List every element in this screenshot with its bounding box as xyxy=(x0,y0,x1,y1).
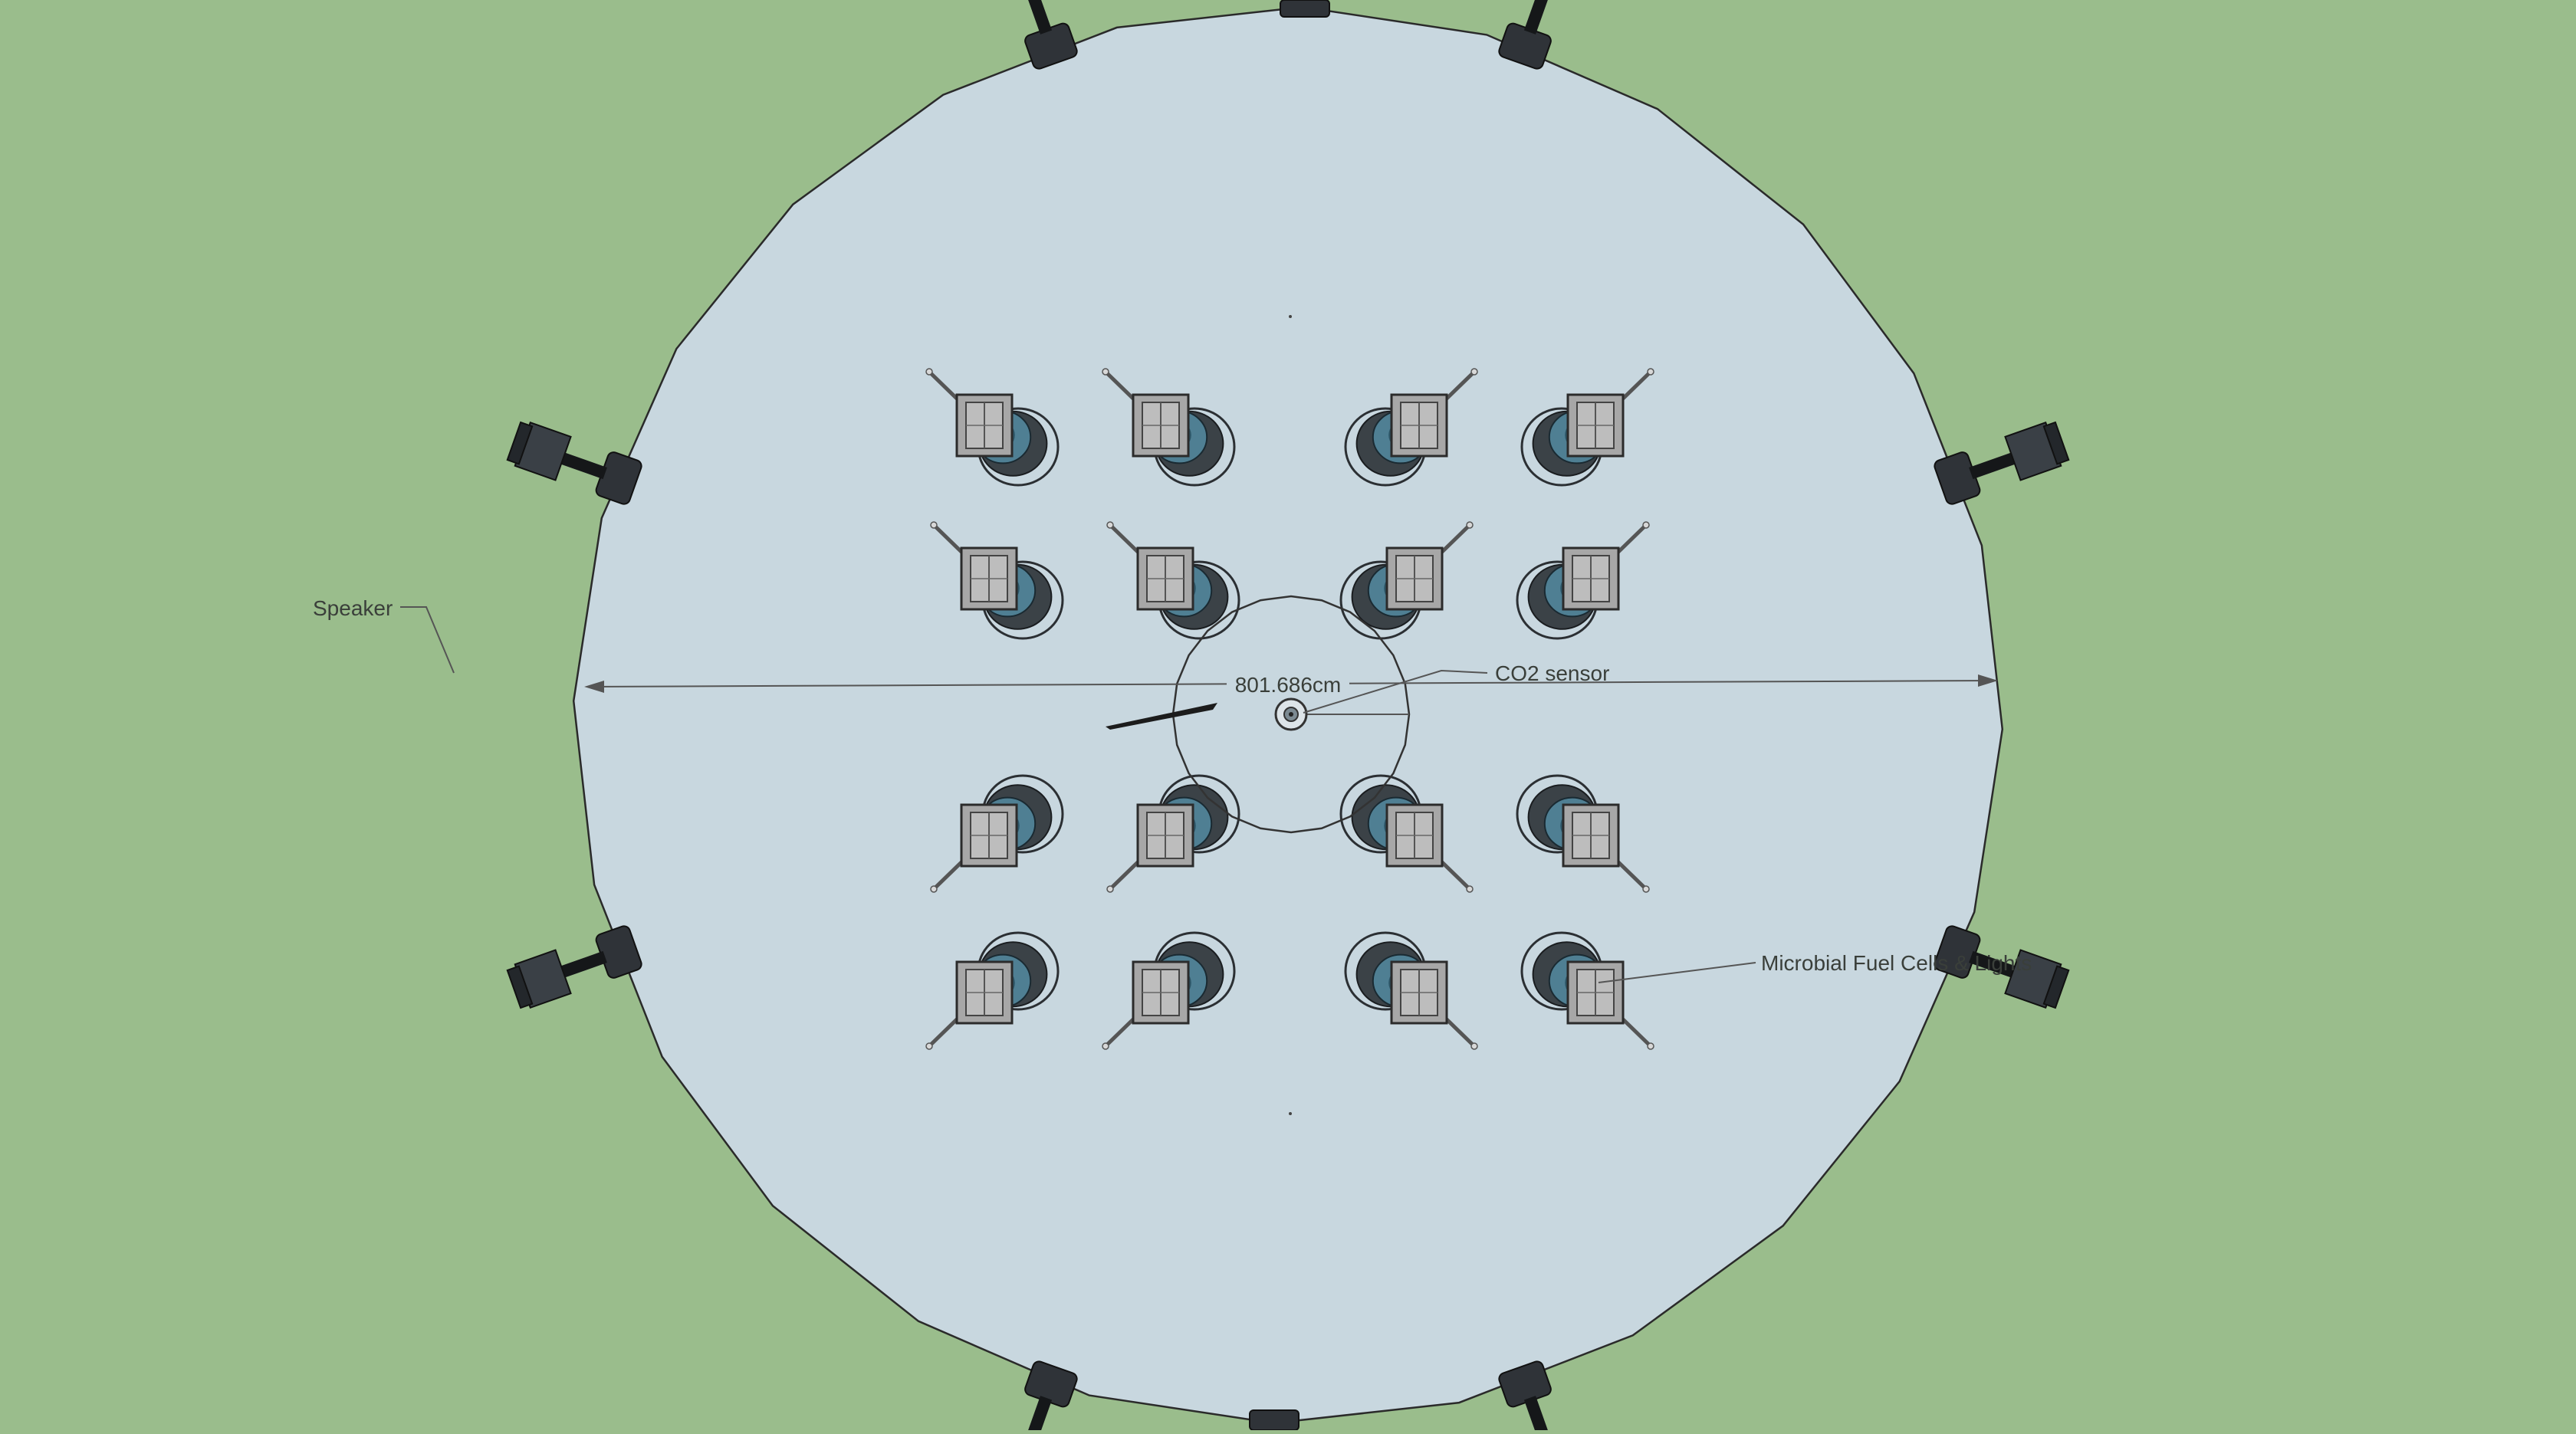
co2-sensor-dot xyxy=(1289,712,1293,717)
fuel-cell xyxy=(930,521,1064,640)
speaker-arm xyxy=(559,451,607,480)
light-tip xyxy=(1470,1042,1478,1050)
center-mark-bottom xyxy=(1289,1112,1292,1115)
dimension-arrow-left xyxy=(584,681,604,693)
fuel-cell xyxy=(925,931,1060,1050)
light-tip xyxy=(1642,521,1650,529)
fuel-cell xyxy=(925,368,1060,487)
microbial-fuel-cells xyxy=(925,368,1654,1050)
co2-leader xyxy=(1303,669,1488,714)
co2-sensor-label: CO2 sensor xyxy=(1495,661,1609,685)
fuel-cell xyxy=(1516,521,1650,640)
light-tip xyxy=(1642,885,1650,893)
light-tip xyxy=(930,521,938,529)
speaker-arm xyxy=(1969,451,2017,480)
top-connector xyxy=(1280,0,1330,18)
center-mark-top xyxy=(1289,315,1292,318)
dimension-arrow-right xyxy=(1978,674,1998,687)
speaker-grille xyxy=(506,421,534,465)
speaker-arm xyxy=(559,950,607,979)
light-tip xyxy=(1102,368,1109,376)
light-tip xyxy=(1647,368,1654,376)
dimension-label-bg xyxy=(1227,670,1349,697)
light-tip xyxy=(1102,1042,1109,1050)
fuel-cell xyxy=(1520,931,1654,1050)
speaker xyxy=(1498,1360,1582,1434)
dimension-label: 801.686cm xyxy=(1235,673,1342,697)
fuel-cell-leader xyxy=(1598,962,1756,983)
bottom-connector xyxy=(1249,1409,1300,1431)
speaker xyxy=(1024,0,1078,70)
light-tip xyxy=(1106,885,1114,893)
speaker-grille xyxy=(2042,965,2070,1009)
speaker-grille xyxy=(2042,421,2070,465)
axis-marker xyxy=(1106,703,1217,730)
speaker-leader xyxy=(400,606,455,674)
fuel-cell xyxy=(1339,521,1474,640)
speaker-grille xyxy=(506,965,534,1009)
light-tip xyxy=(1466,521,1474,529)
fuel-cell xyxy=(1516,774,1650,893)
speaker xyxy=(506,421,642,505)
speaker-arm xyxy=(1523,0,1552,34)
light-tip xyxy=(1647,1042,1654,1050)
light-tip xyxy=(925,1042,933,1050)
speaker-arm xyxy=(1969,950,2017,979)
fuel-cells-label: Microbial Fuel Cells & Lights xyxy=(1761,951,2032,975)
light-tip xyxy=(1466,885,1474,893)
fuel-cell xyxy=(930,774,1064,893)
fuel-cell xyxy=(1102,368,1236,487)
speaker xyxy=(1934,925,2070,1009)
speaker xyxy=(1498,0,1552,70)
fuel-cell xyxy=(1520,368,1654,487)
speaker-label: Speaker xyxy=(313,596,393,620)
speaker xyxy=(1934,421,2070,505)
speaker-arm xyxy=(1024,0,1053,34)
speaker xyxy=(506,925,642,1009)
speakers xyxy=(506,0,2070,1434)
fuel-cell xyxy=(1344,368,1478,487)
light-tip xyxy=(1106,521,1114,529)
light-tip xyxy=(1470,368,1478,376)
fuel-cell xyxy=(1106,521,1240,640)
light-tip xyxy=(930,885,938,893)
fuel-cell xyxy=(1102,931,1236,1050)
light-tip xyxy=(925,368,933,376)
fuel-cell xyxy=(1344,931,1478,1050)
